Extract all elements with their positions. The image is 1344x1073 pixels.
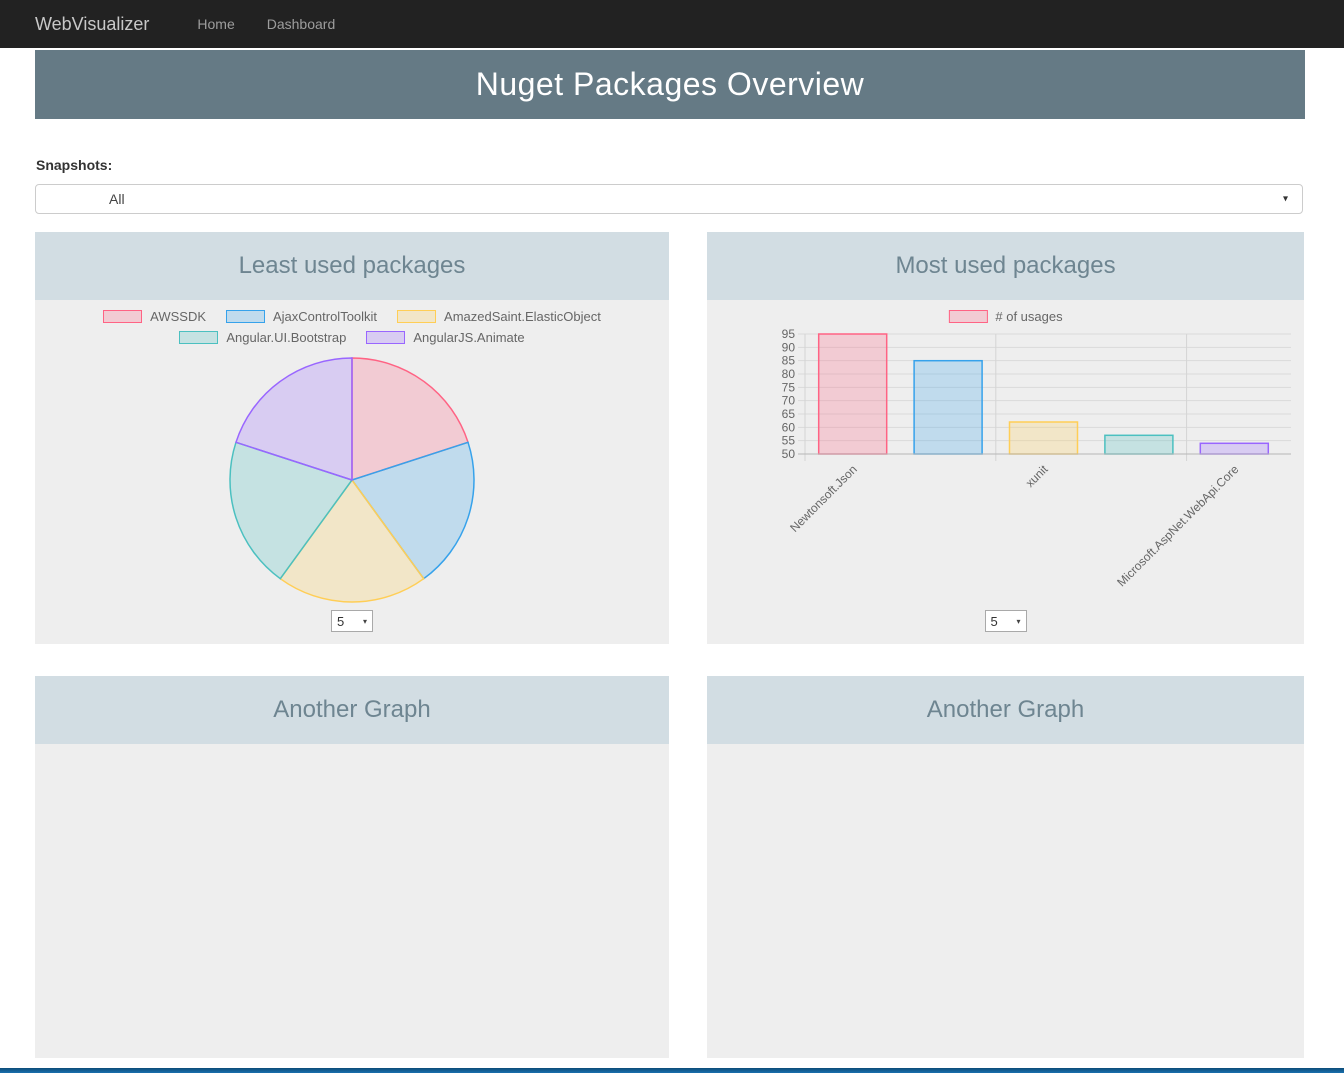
legend-label: AjaxControlToolkit (273, 309, 378, 324)
legend-label: AWSSDK (150, 309, 206, 324)
x-category-label: xunit (1023, 462, 1051, 490)
y-tick-label: 55 (782, 434, 796, 448)
legend-item[interactable]: AngularJS.Animate (366, 330, 525, 345)
legend-swatch (226, 310, 265, 323)
y-tick-label: 85 (782, 354, 796, 368)
legend-item[interactable]: # of usages (948, 309, 1063, 324)
panel-another-graph-right: Another Graph (707, 676, 1304, 1058)
chevron-down-icon: ▾ (1282, 193, 1288, 205)
y-tick-label: 90 (782, 340, 796, 354)
chevron-down-icon: ▾ (1016, 616, 1021, 626)
pie-slice[interactable] (279, 478, 425, 603)
panel-least-used-body: AWSSDK AjaxControlToolkit AmazedSaint.Elas… (35, 300, 669, 644)
y-tick-label: 70 (782, 394, 796, 408)
y-tick-label: 50 (782, 447, 796, 461)
page-title: Nuget Packages Overview (475, 66, 865, 102)
x-category-label: Newtonsoft.Json (787, 462, 860, 535)
navbar: WebVisualizer Home Dashboard (0, 0, 1344, 48)
legend-swatch (948, 310, 988, 323)
snapshots-select[interactable]: All ▾ (35, 184, 1303, 214)
x-category-label: Microsoft.AspNet.WebApi.Core (1114, 462, 1241, 589)
panel-title: Least used packages (238, 252, 466, 279)
legend-item[interactable]: Angular.UI.Bootstrap (179, 330, 346, 345)
panel-most-used-header: Most used packages (707, 232, 1304, 300)
panel-least-used: Least used packages AWSSDK AjaxControlToo… (35, 232, 669, 644)
bar[interactable] (1104, 434, 1174, 455)
bar[interactable] (913, 359, 983, 455)
legend-item[interactable]: AmazedSaint.ElasticObject (397, 309, 601, 324)
legend-label: AmazedSaint.ElasticObject (444, 309, 601, 324)
panel-another-graph-left-body (35, 744, 669, 1058)
most-used-page-size-select[interactable]: 5 ▾ (984, 610, 1027, 632)
pie-slice[interactable] (235, 357, 353, 482)
panel-another-graph-right-body (707, 744, 1304, 1058)
panel-title: Another Graph (273, 696, 431, 723)
snapshots-select-value: All (109, 191, 125, 207)
bar[interactable] (817, 333, 888, 455)
bar[interactable] (1199, 442, 1270, 455)
y-tick-label: 65 (782, 407, 796, 421)
y-tick-label: 95 (782, 327, 796, 341)
chevron-down-icon: ▾ (362, 616, 367, 626)
panel-most-used-body: 50 55 60 65 70 75 80 85 90 95 Newtonsoft.Json xunit… (707, 300, 1304, 644)
legend-label: Angular.UI.Bootstrap (226, 330, 347, 345)
panel-most-used: Most used packages 50 55 60 65 70 75 80 85 90 95 N… (707, 232, 1304, 644)
page-header: Nuget Packages Overview (35, 50, 1305, 119)
legend-item[interactable]: AjaxControlToolkit (226, 309, 377, 324)
panel-another-graph-right-header: Another Graph (707, 676, 1304, 744)
pie-legend: AWSSDK AjaxControlToolkit AmazedSaint.Elas… (72, 306, 632, 348)
nav-item-dashboard[interactable]: Dashboard (266, 16, 336, 32)
panel-another-graph-left: Another Graph (35, 676, 669, 1058)
panel-least-used-header: Least used packages (35, 232, 669, 300)
least-used-page-size-select[interactable]: 5 ▾ (331, 610, 373, 632)
pie-slice[interactable] (350, 441, 475, 580)
legend-swatch (179, 331, 219, 344)
legend-label: # of usages (995, 309, 1063, 324)
bar-legend: # of usages (938, 306, 1072, 327)
page-size-value: 5 (337, 613, 345, 629)
legend-item[interactable]: AWSSDK (103, 309, 206, 324)
legend-swatch (366, 331, 406, 344)
legend-label: AngularJS.Animate (413, 330, 525, 345)
panel-another-graph-left-header: Another Graph (35, 676, 669, 744)
legend-swatch (397, 310, 437, 323)
pie-slice[interactable] (229, 441, 354, 580)
pie-slice[interactable] (351, 357, 469, 482)
snapshots-label: Snapshots: (36, 157, 113, 173)
legend-swatch (103, 310, 143, 323)
page-size-value: 5 (990, 613, 998, 629)
pie-chart[interactable] (227, 355, 477, 605)
panel-title: Most used packages (895, 252, 1116, 279)
panel-title: Another Graph (926, 696, 1085, 723)
navbar-brand[interactable]: WebVisualizer (35, 13, 150, 34)
y-tick-label: 60 (782, 420, 796, 434)
nav-item-home[interactable]: Home (197, 16, 235, 32)
bottom-accent-bar (0, 1068, 1344, 1073)
y-tick-label: 80 (782, 367, 796, 381)
y-tick-label: 75 (782, 380, 796, 394)
bar[interactable] (1008, 421, 1079, 455)
